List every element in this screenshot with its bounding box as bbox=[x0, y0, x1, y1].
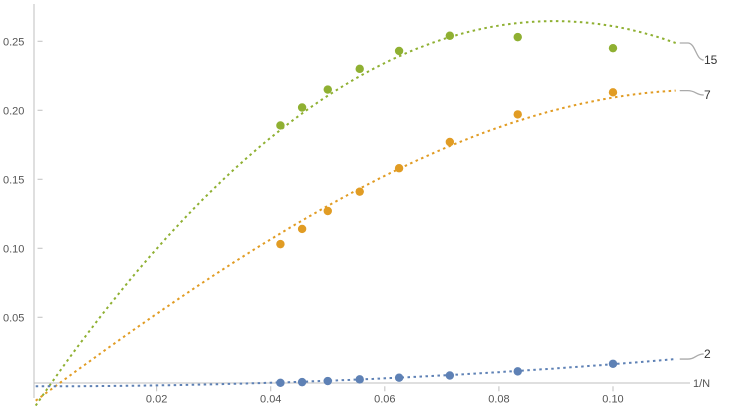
fit-curve-2 bbox=[35, 358, 676, 388]
series-label-15: 15 bbox=[704, 53, 718, 67]
data-points bbox=[276, 31, 618, 388]
fit-curve-15 bbox=[34, 20, 677, 407]
data-point-7 bbox=[513, 110, 522, 119]
data-point-15 bbox=[608, 43, 618, 53]
data-point-2 bbox=[394, 373, 404, 382]
y-tick-label: 0.20 bbox=[3, 105, 24, 117]
data-point-7 bbox=[297, 224, 307, 234]
x-tick-label: 0.06 bbox=[374, 393, 395, 405]
data-point-15 bbox=[323, 85, 332, 94]
data-point-2 bbox=[297, 377, 307, 387]
series-leader-2 bbox=[679, 353, 704, 360]
x-tick-label: 0.02 bbox=[146, 393, 167, 405]
data-point-2 bbox=[513, 367, 522, 376]
data-point-7 bbox=[323, 206, 332, 216]
data-point-15 bbox=[513, 32, 522, 42]
data-point-2 bbox=[355, 375, 364, 384]
data-point-15 bbox=[394, 46, 404, 56]
y-tick-label: 0.15 bbox=[3, 174, 24, 186]
y-tick-label: 0.25 bbox=[3, 36, 24, 48]
data-point-15 bbox=[445, 31, 455, 40]
x-tick-label: 0.10 bbox=[602, 393, 623, 405]
data-point-2 bbox=[445, 371, 455, 380]
data-point-15 bbox=[297, 103, 307, 112]
data-point-7 bbox=[608, 88, 618, 97]
data-point-7 bbox=[355, 187, 364, 196]
data-point-15 bbox=[276, 121, 285, 130]
series-label-2: 2 bbox=[704, 347, 711, 361]
series-leader-15 bbox=[679, 42, 704, 61]
axis-ticks: 0.02 0.04 0.06 0.08 0.10 0.05 0.10 0.15 0.20 0.25 bbox=[3, 36, 624, 405]
data-point-2 bbox=[276, 378, 285, 388]
data-point-15 bbox=[355, 64, 364, 74]
x-axis-label: 1/N bbox=[693, 378, 710, 390]
x-tick-label: 0.08 bbox=[488, 393, 509, 405]
fit-curve-7 bbox=[35, 89, 676, 402]
series-label-7: 7 bbox=[704, 88, 711, 102]
series-leader-7 bbox=[679, 89, 704, 96]
fit-curves bbox=[34, 20, 677, 407]
y-tick-label: 0.10 bbox=[3, 243, 24, 255]
x-tick-label: 0.04 bbox=[260, 393, 281, 405]
data-point-2 bbox=[323, 376, 332, 386]
y-tick-label: 0.05 bbox=[3, 312, 24, 324]
data-point-7 bbox=[276, 239, 285, 249]
data-point-7 bbox=[394, 164, 404, 173]
data-point-7 bbox=[445, 137, 455, 147]
data-point-2 bbox=[608, 359, 618, 368]
